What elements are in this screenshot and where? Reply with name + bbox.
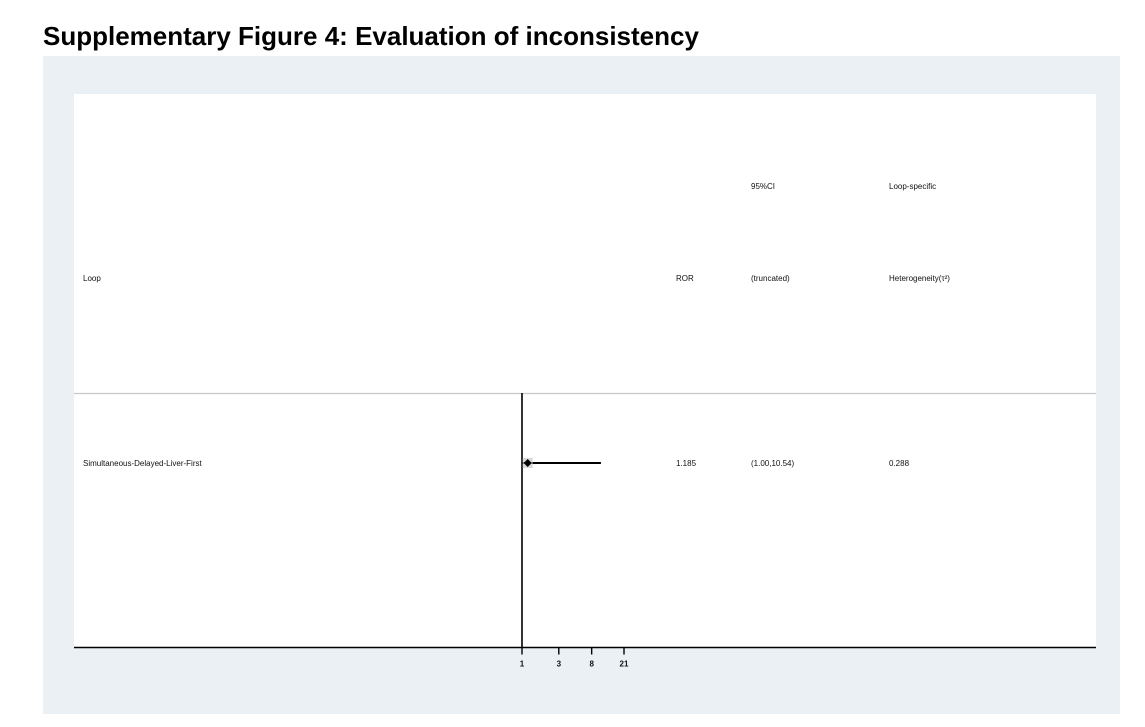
forest-plot: Loop ROR 95%CI (truncated) Loop-specific… [74, 94, 1096, 669]
heterogeneity-column-header-line1: Loop-specific [889, 182, 936, 191]
row-loop-label: Simultaneous-Delayed-Liver-First [83, 459, 202, 468]
ci-column-header-line2: (truncated) [751, 274, 790, 283]
heterogeneity-column-header-line2: Heterogeneity(τ²) [889, 274, 950, 283]
figure-frame: Loop ROR 95%CI (truncated) Loop-specific… [43, 56, 1120, 714]
plot-area [74, 94, 1096, 648]
x-axis-ticks: 1 3 8 21 [520, 647, 629, 669]
row-ror-value: 1.185 [676, 459, 697, 468]
x-tick-label: 1 [520, 660, 525, 669]
loop-column-header: Loop [83, 274, 101, 283]
forest-rows: Simultaneous-Delayed-Liver-First 1.185 (1.… [83, 458, 910, 468]
point-estimate-marker [523, 459, 532, 467]
page-title: Supplementary Figure 4: Evaluation of in… [43, 21, 699, 51]
row-heterogeneity-value: 0.288 [889, 459, 910, 468]
x-tick-label: 3 [557, 660, 562, 669]
x-tick-label: 8 [589, 660, 594, 669]
x-tick-label: 21 [620, 660, 629, 669]
row-ci-value: (1.00,10.54) [751, 459, 794, 468]
ci-column-header-line1: 95%CI [751, 182, 775, 191]
ror-column-header: ROR [676, 274, 694, 283]
